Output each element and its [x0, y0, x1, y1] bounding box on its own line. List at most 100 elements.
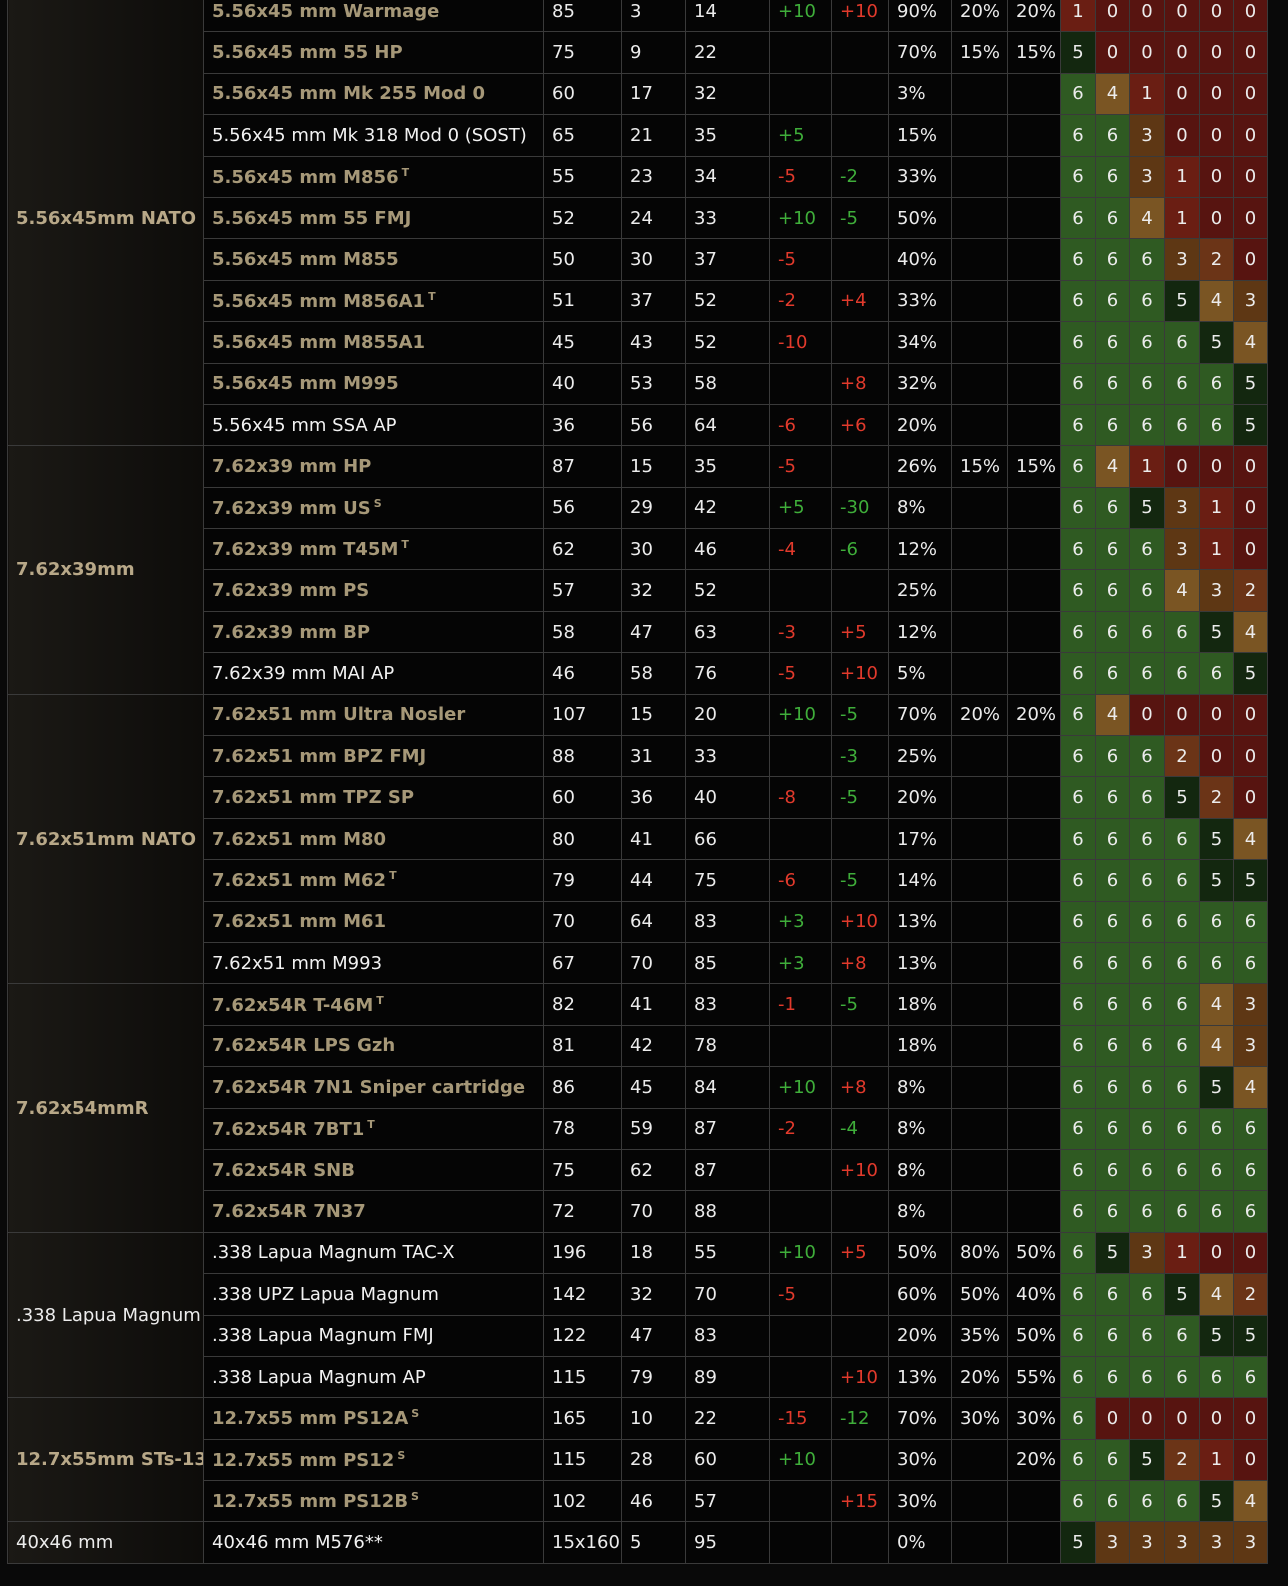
armor-damage-cell: 22 — [685, 31, 770, 74]
ammo-name[interactable]: 7.62x39 mm T45M — [212, 539, 399, 561]
armor-class-6-effectiveness: 5 — [1233, 652, 1268, 695]
ammo-name-cell[interactable]: 5.56x45 mm 55 HP — [203, 31, 544, 74]
ammo-name[interactable]: 7.62x54R LPS Gzh — [212, 1035, 396, 1057]
ammo-name-cell[interactable]: 12.7x55 mm PS12 S — [203, 1438, 544, 1482]
ammo-name[interactable]: 7.62x51 mm M993 — [212, 952, 383, 974]
armor-class-2-effectiveness: 6 — [1095, 321, 1130, 364]
ammo-name[interactable]: 5.56x45 mm Warmage — [212, 0, 440, 22]
ammo-name[interactable]: 7.62x54R 7N37 — [212, 1201, 366, 1223]
ammo-name[interactable]: 7.62x51 mm TPZ SP — [212, 787, 415, 809]
ammo-name[interactable]: 5.56x45 mm M856 — [212, 166, 399, 188]
ammo-name-cell[interactable]: 7.62x54R 7N1 Sniper cartridge — [203, 1066, 544, 1109]
ammo-name-cell[interactable]: 7.62x39 mm T45M T — [203, 528, 544, 571]
ammo-name[interactable]: 5.56x45 mm 55 FMJ — [212, 207, 412, 229]
ammo-name[interactable]: 7.62x39 mm MAI AP — [212, 662, 395, 684]
ammo-name-cell[interactable]: .338 UPZ Lapua Magnum — [203, 1273, 544, 1316]
ammo-name[interactable]: 7.62x51 mm BPZ FMJ — [212, 745, 427, 767]
ammo-name[interactable]: 5.56x45 mm Mk 255 Mod 0 — [212, 83, 486, 105]
ammo-name-cell[interactable]: 7.62x54R 7N37 — [203, 1190, 544, 1233]
ammo-name[interactable]: 5.56x45 mm 55 HP — [212, 42, 403, 64]
heavy-bleed-cell — [1007, 1024, 1061, 1068]
ammo-name-cell[interactable]: 7.62x39 mm MAI AP — [203, 652, 544, 695]
ammo-name[interactable]: 7.62x39 mm PS — [212, 580, 370, 602]
ammo-name-cell[interactable]: 5.56x45 mm Mk 318 Mod 0 (SOST) — [203, 114, 544, 157]
ammo-name-cell[interactable]: 5.56x45 mm M855 — [203, 238, 544, 281]
ammo-name-cell[interactable]: 40x46 mm M576** — [203, 1521, 544, 1564]
ammo-name[interactable]: 7.62x54R 7N1 Sniper cartridge — [212, 1076, 526, 1098]
recoil-cell: +4 — [831, 279, 889, 323]
penetration-cell: 31 — [621, 735, 686, 778]
damage-cell: 87 — [543, 445, 622, 488]
ammo-name[interactable]: 5.56x45 mm Mk 318 Mod 0 (SOST) — [212, 124, 527, 146]
ammo-name-cell[interactable]: 12.7x55 mm PS12B S — [203, 1480, 544, 1523]
ammo-name-cell[interactable]: 5.56x45 mm M995 — [203, 362, 544, 405]
ammo-name-cell[interactable]: 7.62x39 mm HP — [203, 445, 544, 488]
ammo-name-cell[interactable]: 12.7x55 mm PS12A S — [203, 1397, 544, 1440]
ammo-name-cell[interactable]: 7.62x54R 7BT1 T — [203, 1107, 544, 1150]
light-bleed-cell — [951, 155, 1008, 198]
armor-class-1-effectiveness: 6 — [1060, 1355, 1096, 1399]
ammo-name-cell[interactable]: 7.62x51 mm TPZ SP — [203, 776, 544, 819]
ammo-name-cell[interactable]: .338 Lapua Magnum FMJ — [203, 1314, 544, 1357]
ammo-name-cell[interactable]: .338 Lapua Magnum TAC-X — [203, 1231, 544, 1275]
light-bleed-cell: 30% — [951, 1397, 1008, 1440]
ammo-name-cell[interactable]: 5.56x45 mm M856A1 T — [203, 279, 544, 323]
ammo-name-cell[interactable]: 7.62x54R LPS Gzh — [203, 1024, 544, 1068]
ammo-name[interactable]: 12.7x55 mm PS12B — [212, 1491, 409, 1513]
ammo-name[interactable]: 5.56x45 mm M856A1 — [212, 290, 426, 312]
ammo-name[interactable]: 40x46 mm M576** — [212, 1532, 383, 1554]
armor-class-1-effectiveness: 6 — [1060, 1397, 1096, 1440]
ammo-name[interactable]: 5.56x45 mm SSA AP — [212, 414, 397, 436]
ammo-name-cell[interactable]: 7.62x54R T-46M T — [203, 983, 544, 1026]
recoil-cell: -2 — [831, 155, 889, 198]
ammo-name[interactable]: 5.56x45 mm M855 — [212, 249, 399, 271]
ammo-name[interactable]: 7.62x54R SNB — [212, 1159, 355, 1181]
ammo-name[interactable]: 7.62x54R T-46M — [212, 994, 374, 1016]
ammo-name[interactable]: 7.62x51 mm M61 — [212, 911, 387, 933]
ammo-name[interactable]: 7.62x39 mm US — [212, 497, 371, 519]
ammo-name[interactable]: 5.56x45 mm M855A1 — [212, 331, 426, 353]
ammo-name-cell[interactable]: 5.56x45 mm Mk 255 Mod 0 — [203, 72, 544, 116]
ammo-name-cell[interactable]: 7.62x51 mm M993 — [203, 941, 544, 985]
fragmentation-cell: 5% — [888, 652, 952, 695]
table-row: 7.62x51 mm M62 T 79 44 75 -6 -5 14% 6 6 6 6 5 5 — [8, 859, 1268, 902]
ammo-name-cell[interactable]: .338 Lapua Magnum AP — [203, 1355, 544, 1399]
ammo-name-cell[interactable]: 5.56x45 mm SSA AP — [203, 403, 544, 447]
damage-cell: 122 — [543, 1314, 622, 1357]
armor-class-3-effectiveness: 6 — [1129, 941, 1165, 985]
ammo-name[interactable]: .338 UPZ Lapua Magnum — [212, 1283, 439, 1305]
ammo-name[interactable]: 7.62x54R 7BT1 — [212, 1118, 365, 1140]
ammo-name[interactable]: .338 Lapua Magnum TAC-X — [212, 1242, 455, 1264]
armor-class-6-effectiveness: 5 — [1233, 1314, 1268, 1357]
ammo-name-cell[interactable]: 7.62x51 mm M61 — [203, 900, 544, 943]
ammo-name[interactable]: 7.62x51 mm M62 — [212, 870, 387, 892]
armor-class-1-effectiveness: 6 — [1060, 1107, 1096, 1150]
ammo-name-cell[interactable]: 7.62x51 mm BPZ FMJ — [203, 735, 544, 778]
penetration-cell: 59 — [621, 1107, 686, 1150]
damage-cell: 115 — [543, 1438, 622, 1482]
ammo-name[interactable]: .338 Lapua Magnum FMJ — [212, 1325, 434, 1347]
ammo-name-cell[interactable]: 5.56x45 mm 55 FMJ — [203, 196, 544, 240]
ammo-name-cell[interactable]: 7.62x51 mm Ultra Nosler — [203, 693, 544, 737]
ammo-name[interactable]: 5.56x45 mm M995 — [212, 373, 399, 395]
armor-class-5-effectiveness: 0 — [1199, 31, 1234, 74]
ammo-name[interactable]: 7.62x51 mm M80 — [212, 828, 387, 850]
ammo-name-cell[interactable]: 5.56x45 mm M855A1 — [203, 321, 544, 364]
ammo-name[interactable]: 7.62x39 mm BP — [212, 621, 371, 643]
ammo-name[interactable]: 7.62x39 mm HP — [212, 455, 372, 477]
ammo-name-cell[interactable]: 5.56x45 mm Warmage — [203, 0, 544, 33]
ammo-name-cell[interactable]: 5.56x45 mm M856 T — [203, 155, 544, 198]
ammo-name[interactable]: 7.62x51 mm Ultra Nosler — [212, 704, 466, 726]
ammo-name-cell[interactable]: 7.62x39 mm PS — [203, 569, 544, 612]
armor-damage-cell: 33 — [685, 735, 770, 778]
ammo-name-cell[interactable]: 7.62x39 mm US S — [203, 486, 544, 530]
armor-class-5-effectiveness: 0 — [1199, 196, 1234, 240]
ammo-name-cell[interactable]: 7.62x51 mm M62 T — [203, 859, 544, 902]
ammo-name[interactable]: 12.7x55 mm PS12 — [212, 1449, 395, 1471]
ammo-name-cell[interactable]: 7.62x51 mm M80 — [203, 817, 544, 861]
heavy-bleed-cell — [1007, 1148, 1061, 1192]
ammo-name[interactable]: 12.7x55 mm PS12A — [212, 1408, 409, 1430]
ammo-name-cell[interactable]: 7.62x39 mm BP — [203, 610, 544, 654]
ammo-name-cell[interactable]: 7.62x54R SNB — [203, 1148, 544, 1192]
ammo-name[interactable]: .338 Lapua Magnum AP — [212, 1366, 426, 1388]
